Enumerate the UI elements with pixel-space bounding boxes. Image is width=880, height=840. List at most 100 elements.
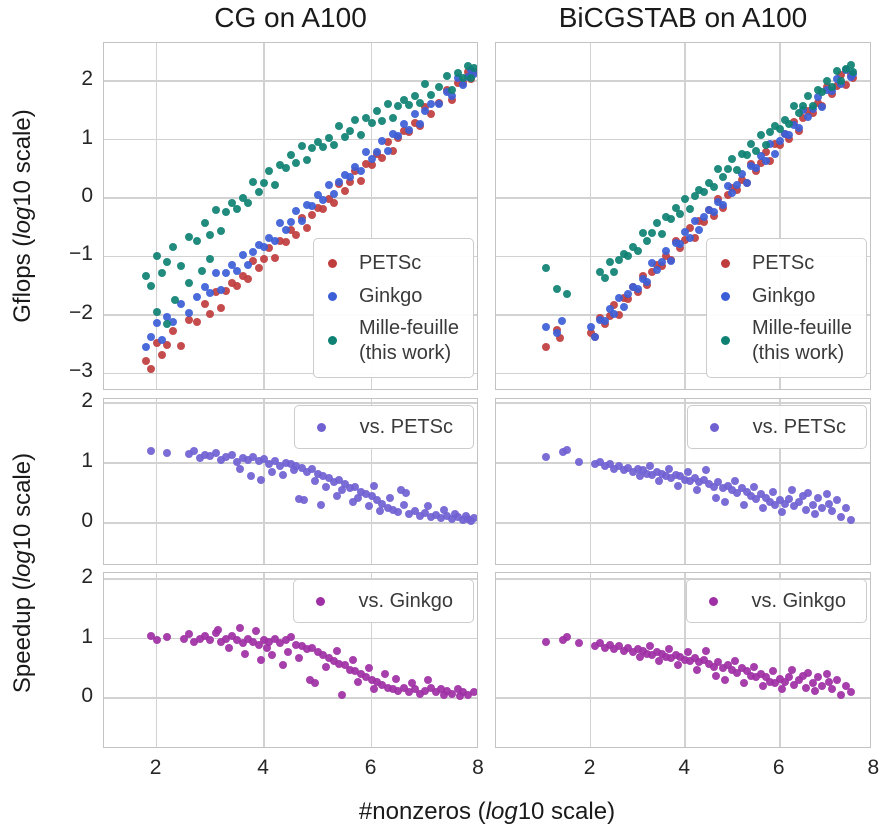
data-point (434, 99, 443, 108)
data-point (464, 62, 473, 71)
data-point (785, 119, 794, 128)
data-point (596, 267, 605, 276)
data-point (423, 502, 432, 511)
data-point (683, 468, 692, 477)
data-point (426, 110, 435, 119)
data-point (362, 160, 371, 169)
gridline (589, 43, 592, 389)
data-point (335, 659, 344, 668)
data-point (313, 138, 322, 147)
gridline (104, 522, 477, 524)
data-point (749, 663, 758, 672)
data-point (389, 113, 398, 122)
data-point (614, 310, 623, 319)
data-point (198, 267, 207, 276)
data-point (827, 685, 836, 694)
data-point (254, 640, 263, 649)
data-point (453, 73, 462, 82)
data-point (265, 167, 274, 176)
data-point (794, 124, 803, 133)
data-point (737, 664, 746, 673)
data-point (281, 164, 290, 173)
legend: PETSc Ginkgo Mille-feuille (this work) (705, 238, 867, 378)
gridline (496, 138, 870, 141)
data-point (276, 161, 285, 170)
data-point (265, 460, 274, 469)
data-point (190, 447, 199, 456)
data-point (766, 677, 775, 686)
data-point (321, 482, 330, 491)
gridline (104, 578, 477, 580)
data-point (737, 170, 746, 178)
data-point (721, 676, 730, 685)
data-point (841, 64, 850, 73)
data-point (657, 649, 666, 658)
x-tick-label: 8 (472, 756, 484, 779)
data-point (813, 673, 822, 682)
data-point (421, 509, 430, 518)
data-point (348, 497, 357, 506)
data-point (629, 242, 638, 251)
data-point (614, 255, 623, 264)
data-point (690, 653, 699, 662)
data-point (624, 294, 633, 303)
data-point (747, 491, 756, 500)
gridline (155, 399, 158, 564)
gridline (104, 314, 477, 316)
data-point (270, 634, 279, 643)
data-point (206, 635, 215, 644)
data-point (278, 471, 287, 480)
data-point (217, 285, 226, 294)
data-point (292, 230, 301, 239)
data-point (723, 165, 732, 174)
data-point (184, 629, 193, 638)
data-point (184, 315, 193, 324)
data-point (700, 217, 709, 226)
data-point (254, 457, 263, 466)
legend-entry: Ginkgo (707, 284, 852, 308)
data-point (721, 497, 730, 506)
data-point (389, 130, 398, 139)
data-point (227, 199, 236, 208)
data-point (367, 118, 376, 127)
data-point (681, 475, 690, 484)
subplot-title-bicgstab: BiCGSTAB on A100 (558, 2, 808, 33)
x-tick-label: 2 (583, 756, 596, 779)
data-point (685, 204, 694, 213)
data-point (426, 99, 435, 108)
gridline (496, 462, 870, 464)
gridline (778, 399, 781, 564)
data-point (614, 294, 623, 302)
data-point (469, 64, 477, 73)
plot-bicgstab-speedup-vs-ginkgo: vs. Ginkgo (495, 572, 871, 748)
gridline (496, 314, 870, 316)
data-point (378, 681, 387, 690)
data-point (458, 515, 467, 524)
data-point (340, 186, 349, 195)
data-point (195, 634, 204, 643)
y-tick-label: 1 (81, 125, 93, 149)
data-point (421, 79, 430, 88)
data-point (458, 80, 467, 89)
data-point (176, 261, 185, 270)
data-point (378, 116, 387, 125)
data-point (448, 95, 457, 104)
data-point (648, 258, 657, 267)
data-point (176, 341, 185, 350)
data-point (227, 451, 236, 460)
legend: vs. PETSc (686, 405, 867, 450)
data-point (676, 209, 685, 218)
plot-cg-speedup-vs-ginkgo: vs. Ginkgo (103, 572, 478, 748)
gridline (104, 197, 477, 199)
data-point (629, 282, 638, 291)
data-point (695, 658, 704, 667)
data-point (243, 275, 252, 284)
data-point (222, 269, 231, 278)
data-point (714, 658, 723, 667)
data-point (152, 339, 161, 348)
data-point (657, 469, 666, 478)
data-point (308, 465, 317, 474)
data-point (794, 109, 803, 118)
data-point (818, 87, 827, 96)
x-tick-label: 4 (678, 756, 691, 779)
